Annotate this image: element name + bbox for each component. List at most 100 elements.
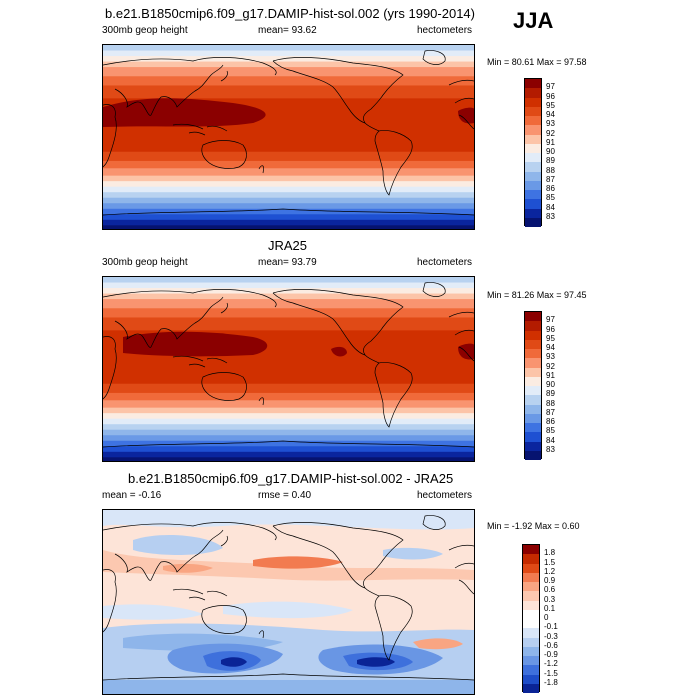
- colorbar-tick-label: -0.3: [544, 631, 558, 641]
- contour-region: [103, 550, 474, 581]
- colorbar-tick-label: 87: [546, 407, 555, 417]
- panel3-minmax: Min = -1.92 Max = 0.60: [487, 521, 580, 531]
- colorbar-tick-label: -0.1: [544, 622, 558, 632]
- colorbar-swatch: [525, 450, 541, 460]
- colorbar-tick-label: 86: [546, 417, 555, 426]
- contour-band: [103, 45, 474, 52]
- colorbar-swatch: [525, 171, 541, 181]
- colorbar-tick-label: 0.3: [544, 594, 556, 604]
- panel2-map: [102, 276, 475, 462]
- coastline: [103, 522, 277, 541]
- panel2-mean-label: mean= 93.79: [258, 257, 317, 268]
- contour-region: [413, 638, 463, 650]
- contour-band: [103, 186, 474, 193]
- season-label: JJA: [513, 8, 554, 33]
- colorbar-swatch: [525, 217, 541, 227]
- coastline: [364, 354, 380, 364]
- colorbar-swatch: [525, 413, 541, 423]
- coastline: [201, 140, 247, 169]
- colorbar-tick-label: 93: [546, 352, 555, 362]
- contour-band: [103, 203, 474, 210]
- colorbar-tick-label: 0.9: [544, 576, 556, 585]
- colorbar-swatch: [525, 441, 541, 451]
- colorbar-swatch: [525, 97, 541, 107]
- coastline: [172, 355, 228, 368]
- colorbar-swatch: [525, 88, 541, 98]
- contour-band: [103, 407, 474, 414]
- coastline: [220, 302, 228, 314]
- coastline: [364, 122, 380, 132]
- colorbar-tick-label: 89: [546, 156, 555, 166]
- panel1-units-label: hectometers: [417, 25, 473, 36]
- contour-region: [163, 563, 213, 573]
- contour-region: [103, 604, 203, 620]
- colorbar-tick-label: -1.2: [544, 659, 558, 669]
- panel3-title: b.e21.B1850cmip6.f09_g17.DAMIP-hist-sol.…: [128, 471, 454, 486]
- colorbar-tick-label: 94: [546, 343, 555, 352]
- colorbar-swatch: [523, 656, 539, 666]
- contour-band: [103, 76, 474, 86]
- contour-band: [103, 67, 474, 77]
- colorbar-tick-label: 1.2: [544, 566, 556, 576]
- colorbar-swatch: [525, 199, 541, 209]
- colorbar-tick-label: 93: [546, 119, 555, 129]
- contour-band: [103, 317, 474, 331]
- colorbar-swatch: [523, 665, 539, 675]
- colorbar-swatch: [523, 628, 539, 638]
- colorbar-tick-label: 90: [546, 147, 555, 156]
- colorbar-tick-label: 83: [546, 211, 555, 221]
- coastline: [201, 605, 247, 634]
- colorbar-swatch: [525, 180, 541, 190]
- contour-band-max: [123, 331, 268, 357]
- coastline: [172, 588, 228, 601]
- colorbar-swatch: [523, 609, 539, 619]
- colorbar-swatch: [523, 646, 539, 656]
- colorbar-swatch: [525, 376, 541, 386]
- colorbar-swatch: [523, 554, 539, 564]
- contour-band: [103, 282, 474, 289]
- panel2-units-label: hectometers: [417, 257, 473, 268]
- panel3-rmse-label: rmse = 0.40: [258, 490, 312, 501]
- panel2-minmax: Min = 81.26 Max = 97.45: [487, 290, 587, 300]
- contour-region: [133, 534, 223, 555]
- coastline: [220, 70, 228, 82]
- colorbar-tick-label: 84: [546, 435, 555, 445]
- panel3-map: [102, 509, 475, 695]
- coastline: [374, 595, 413, 661]
- colorbar-swatch: [525, 79, 541, 89]
- contour-band: [103, 440, 474, 447]
- colorbar-swatch: [523, 591, 539, 601]
- contour-band: [103, 413, 474, 420]
- colorbar-swatch: [523, 674, 539, 684]
- colorbar-tick-label: -1.5: [544, 668, 558, 678]
- contour-region: [103, 680, 474, 694]
- coastline: [374, 362, 413, 428]
- panel1-title: b.e21.B1850cmip6.f09_g17.DAMIP-hist-sol.…: [105, 6, 475, 21]
- colorbar-tick-label: 96: [546, 324, 555, 334]
- coastline: [160, 64, 224, 108]
- coastline: [422, 282, 446, 297]
- coastline: [103, 208, 474, 216]
- colorbar-tick-label: 1.5: [544, 557, 556, 567]
- colorbar-tick-label: 1.8: [544, 548, 556, 558]
- contour-region: [357, 657, 395, 667]
- panel3-contour-plot: [103, 510, 474, 694]
- colorbar-swatch: [525, 125, 541, 135]
- contour-region: [221, 657, 247, 667]
- coastline: [103, 440, 474, 448]
- colorbar-tick-label: 97: [546, 82, 555, 92]
- colorbar-swatch: [525, 143, 541, 153]
- colorbar-swatch: [523, 582, 539, 592]
- coastline: [103, 673, 474, 681]
- panel1-variable-label: 300mb geop height: [102, 25, 188, 36]
- colorbar-tick-label: 95: [546, 100, 555, 110]
- colorbar-swatch: [523, 545, 539, 555]
- contour-band: [103, 160, 474, 169]
- panel2-title: JRA25: [268, 238, 308, 253]
- coastline: [448, 311, 474, 362]
- panel2-contour-plot: [103, 277, 474, 461]
- colorbar-swatch: [523, 563, 539, 573]
- colorbar-tick-label: 85: [546, 193, 555, 203]
- colorbar-tick-label: 87: [546, 174, 555, 184]
- colorbar-swatch: [525, 395, 541, 405]
